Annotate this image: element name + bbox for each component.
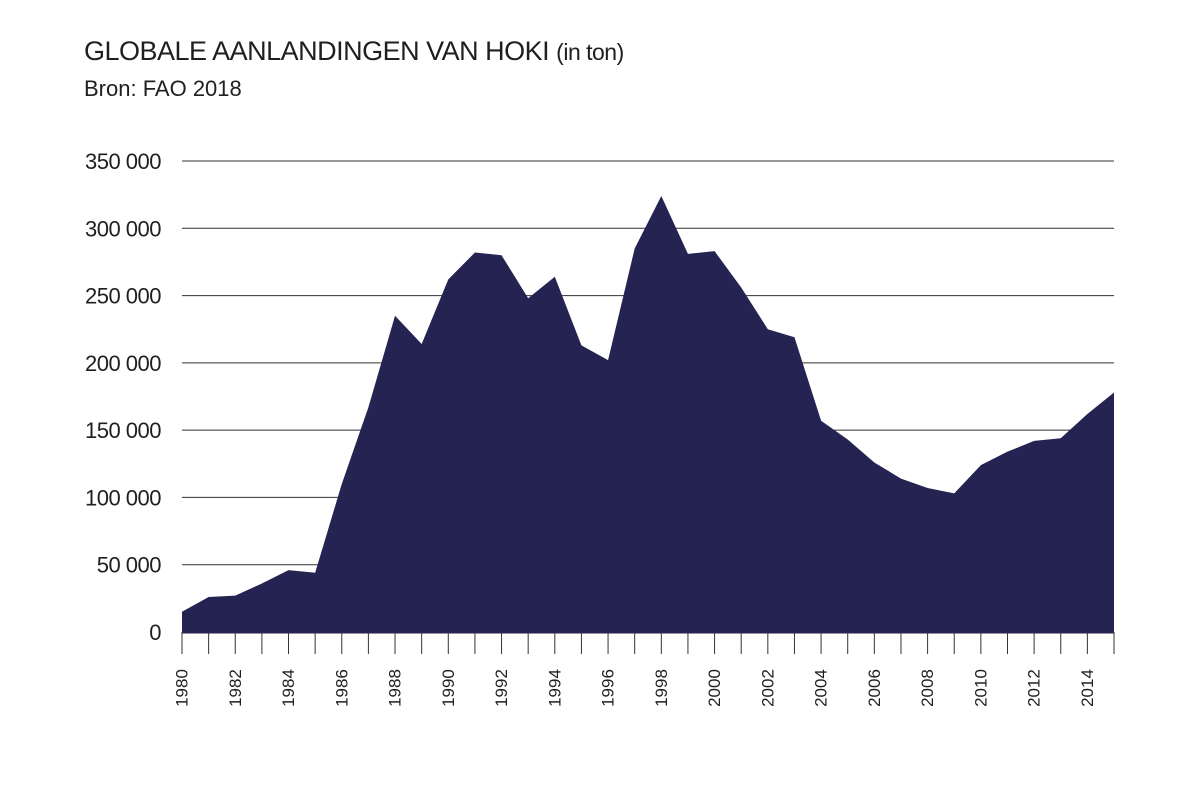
y-tick-label: 350 000 <box>85 149 161 174</box>
x-axis: 1980 1982 1984 1986 1988 1990 1992 1994 1996 1998… <box>173 631 1115 707</box>
x-tick-label: 2010 <box>971 669 990 707</box>
y-tick-label: 200 000 <box>85 351 161 376</box>
area-series-fill <box>182 195 1114 633</box>
x-tick-label: 1994 <box>545 669 564 707</box>
x-tick-label: 1998 <box>652 669 671 707</box>
chart-title-unit: (in ton) <box>556 39 624 65</box>
chart-subtitle: Bron: FAO 2018 <box>84 76 242 101</box>
x-tick-label: 1980 <box>173 669 192 707</box>
x-tick-label: 2008 <box>918 669 937 707</box>
y-tick-label: 50 000 <box>97 553 162 578</box>
chart-title-text: GLOBALE AANLANDINGEN VAN HOKI <box>84 36 550 66</box>
y-tick-label: 0 <box>149 620 161 645</box>
y-tick-label: 300 000 <box>85 216 161 241</box>
x-tick-label: 2006 <box>865 669 884 707</box>
x-tick-label: 1996 <box>599 669 618 707</box>
y-tick-label: 100 000 <box>85 485 161 510</box>
y-axis: 0 50 000 100 000 150 000 200 000 250 000 300 0… <box>85 149 162 645</box>
x-tick-label: 1988 <box>386 669 405 707</box>
x-tick-label: 1984 <box>279 669 298 707</box>
x-tick-label: 2014 <box>1078 669 1097 707</box>
x-tick-label: 2000 <box>705 669 724 707</box>
x-tick-label: 1986 <box>332 669 351 707</box>
x-tick-label: 2002 <box>758 669 777 707</box>
chart-title: GLOBALE AANLANDINGEN VAN HOKI (in ton) <box>84 36 624 67</box>
area-series <box>182 195 1114 633</box>
x-tick-label: 1982 <box>226 669 245 707</box>
y-tick-label: 250 000 <box>85 284 161 309</box>
y-tick-label: 150 000 <box>85 418 161 443</box>
x-tick-label: 2012 <box>1025 669 1044 707</box>
x-tick-label: 1992 <box>492 669 511 707</box>
x-tick-label: 2004 <box>812 669 831 707</box>
x-tick-label: 1990 <box>439 669 458 707</box>
